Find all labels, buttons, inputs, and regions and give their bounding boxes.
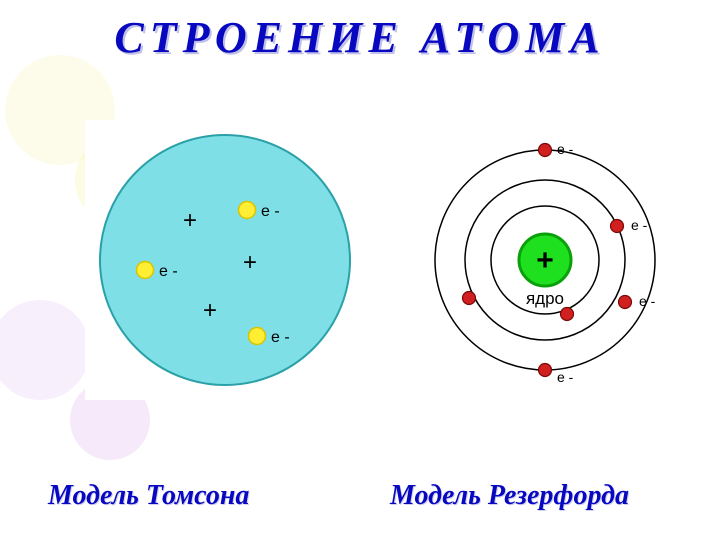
electron-label: e - — [159, 263, 178, 280]
electron-label: e - — [631, 217, 648, 233]
thomson-atom-sphere — [100, 135, 350, 385]
plus-mark: + — [243, 249, 257, 276]
caption-rutherford: Модель Резерфорда — [390, 480, 629, 512]
electron-label: e - — [271, 329, 290, 346]
electron — [239, 202, 256, 219]
plus-mark: + — [203, 297, 217, 324]
thomson-svg: + + + e - e - e - — [85, 120, 365, 400]
plus-mark: + — [183, 207, 197, 234]
electron-label: e - — [639, 293, 656, 309]
electron — [539, 364, 552, 377]
electron-label: e - — [261, 203, 280, 220]
electron — [561, 308, 574, 321]
rutherford-svg: + ядро e - e - e - e - — [415, 130, 675, 390]
caption-thomson: Модель Томсона — [48, 480, 249, 512]
electron-label: e - — [557, 141, 574, 157]
electron — [137, 262, 154, 279]
background-blob — [0, 300, 90, 400]
nucleus-plus: + — [536, 244, 554, 277]
page-title: СТРОЕНИЕ АТОМА — [0, 12, 720, 63]
electron — [611, 220, 624, 233]
electron — [619, 296, 632, 309]
thomson-model-diagram: + + + e - e - e - — [85, 120, 365, 400]
electron — [463, 292, 476, 305]
electron — [539, 144, 552, 157]
electron — [249, 328, 266, 345]
nucleus-label: ядро — [526, 289, 564, 308]
rutherford-model-diagram: + ядро e - e - e - e - — [415, 130, 675, 390]
electron-label: e - — [557, 369, 574, 385]
